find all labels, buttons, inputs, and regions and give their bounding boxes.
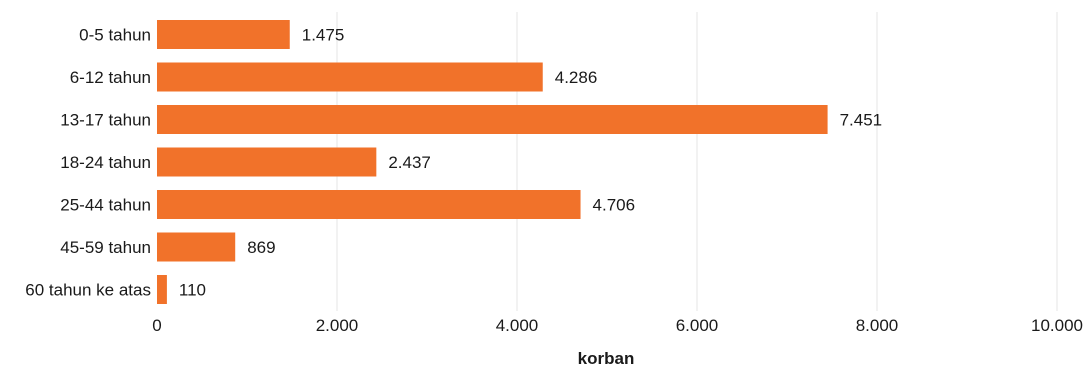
bar [157, 275, 167, 304]
x-axis-ticks: 0 2.000 4.000 6.000 8.000 10.000 [152, 316, 1083, 335]
value-label: 110 [179, 281, 206, 300]
x-tick-label: 0 [152, 316, 161, 335]
category-label: 18-24 tahun [60, 153, 151, 172]
value-label: 2.437 [388, 153, 431, 172]
value-label: 869 [247, 238, 275, 257]
category-label: 45-59 tahun [60, 238, 151, 257]
gridlines [336, 12, 1058, 311]
category-label: 13-17 tahun [60, 111, 151, 130]
x-tick-label: 2.000 [316, 316, 359, 335]
bar [157, 147, 377, 177]
category-labels: 0-5 tahun 6-12 tahun 13-17 tahun 18-24 tahu… [25, 26, 151, 300]
bar [157, 20, 290, 49]
bars [157, 20, 828, 304]
x-axis-title: korban [578, 349, 635, 368]
value-label: 7.451 [840, 111, 883, 130]
x-tick-label: 8.000 [856, 316, 899, 335]
value-label: 4.286 [555, 68, 598, 87]
x-tick-label: 6.000 [676, 316, 719, 335]
category-label: 0-5 tahun [79, 26, 151, 45]
bar [157, 62, 543, 92]
value-label: 4.706 [593, 196, 636, 215]
bar [157, 232, 236, 262]
value-labels: 1.475 4.286 7.451 2.437 4.706 869 110 [179, 26, 882, 300]
value-label: 1.475 [302, 26, 345, 45]
category-label: 25-44 tahun [60, 196, 151, 215]
x-tick-label: 10.000 [1031, 316, 1083, 335]
category-label: 60 tahun ke atas [25, 281, 151, 300]
category-label: 6-12 tahun [70, 68, 151, 87]
bar [157, 105, 828, 134]
x-tick-label: 4.000 [496, 316, 539, 335]
bar [157, 190, 581, 219]
